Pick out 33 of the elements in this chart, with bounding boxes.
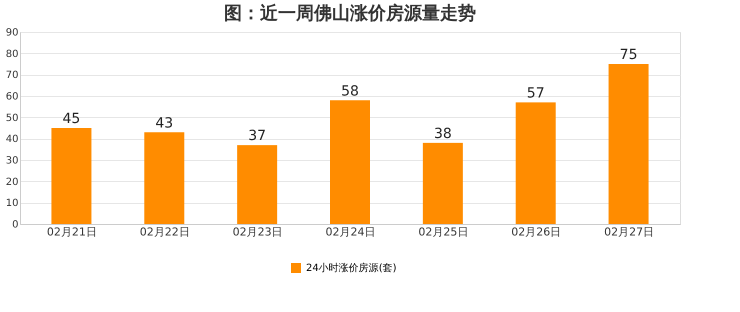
bar: [608, 64, 649, 224]
bar: [422, 142, 463, 224]
y-tick-label: 90: [6, 28, 18, 38]
y-tick-label: 10: [6, 198, 18, 210]
y-tick-label: 20: [6, 176, 18, 188]
y-tick-label: 70: [6, 70, 18, 82]
x-tick-label: 02月27日: [604, 226, 654, 238]
y-tick-label: 0: [12, 220, 18, 230]
data-label: 45: [62, 111, 80, 127]
x-tick-label: 02月22日: [140, 226, 190, 238]
data-label: 58: [341, 83, 359, 100]
y-tick-label: 60: [6, 92, 18, 102]
data-label: 43: [155, 115, 174, 132]
x-tick-label: 02月24日: [326, 226, 376, 238]
x-tick-label: 02月26日: [511, 226, 562, 238]
data-label: 38: [434, 126, 452, 142]
data-label: 57: [526, 85, 545, 102]
x-tick-label: 02月25日: [418, 226, 468, 238]
legend-label: 24小时涨价房源(套): [306, 262, 397, 274]
y-tick-label: 40: [6, 134, 18, 146]
bar: [516, 102, 556, 224]
x-tick-label: 02月21日: [46, 226, 97, 238]
y-tick-label: 50: [6, 112, 18, 124]
x-tick-label: 02月23日: [232, 226, 283, 238]
bar: [237, 145, 278, 224]
bar: [51, 128, 92, 224]
y-tick-label: 80: [6, 48, 18, 60]
bar: [330, 100, 370, 224]
data-label: 37: [248, 128, 266, 144]
bar: [144, 132, 184, 224]
chart-title: 图：近一周佛山涨价房源量走势: [224, 3, 476, 24]
y-tick-label: 30: [6, 156, 18, 166]
data-label: 75: [620, 47, 638, 63]
